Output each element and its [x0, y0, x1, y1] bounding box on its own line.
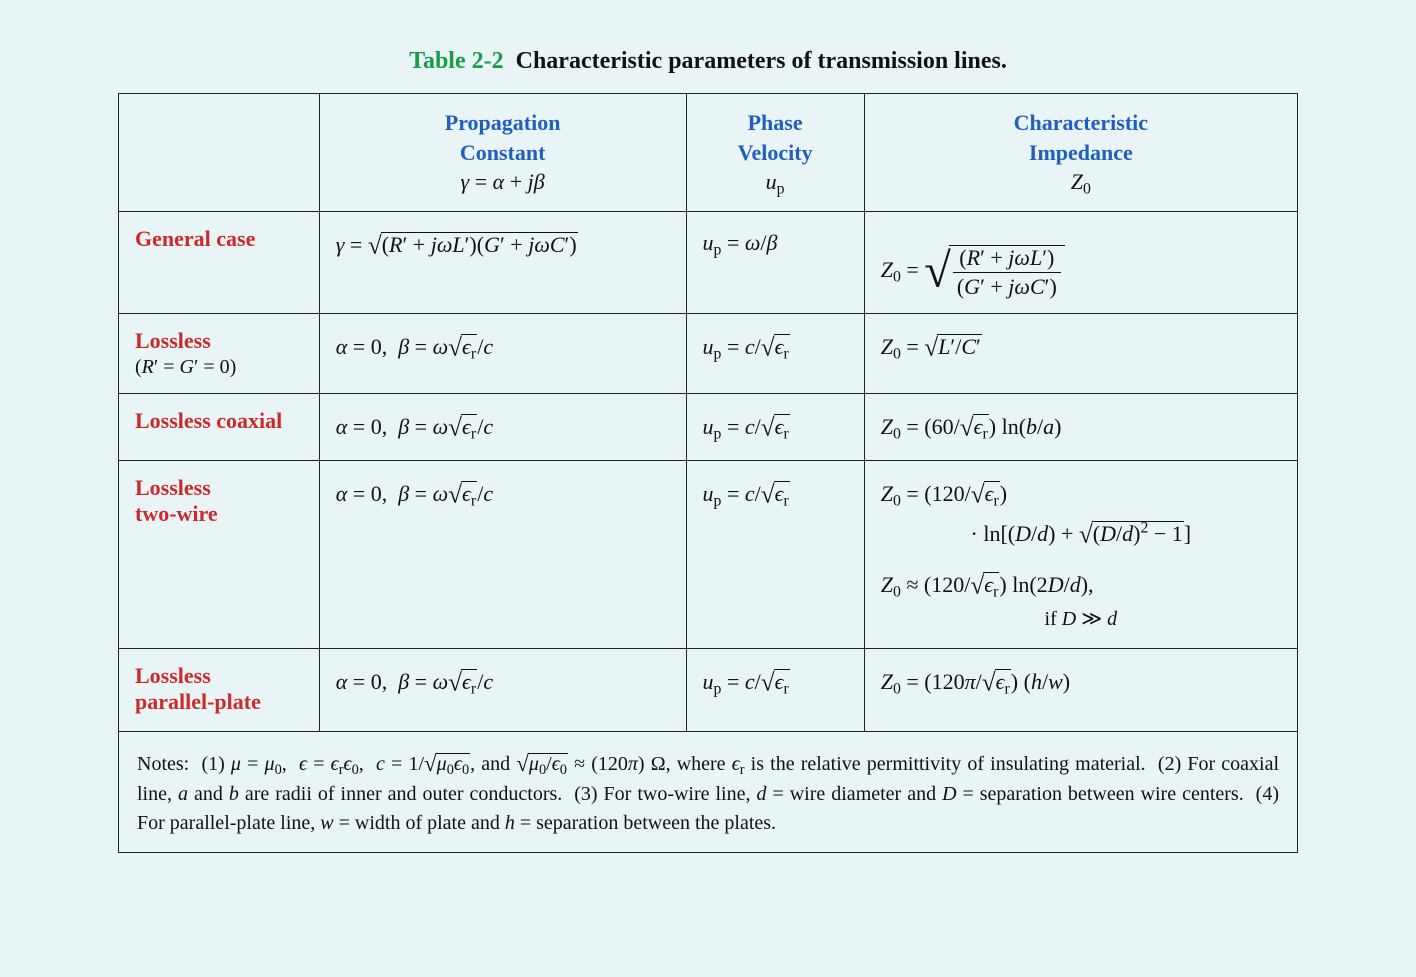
cell-impedance: Z0 = (60/√ϵr) ln(b/a): [864, 393, 1297, 460]
header-characteristic-impedance: CharacteristicImpedance Z0: [864, 94, 1297, 212]
row-label-lossless: Lossless (R′ = G′ = 0): [119, 313, 320, 393]
table-caption: Table 2-2 Characteristic parameters of t…: [0, 48, 1416, 75]
page: Table 2-2 Characteristic parameters of t…: [0, 0, 1416, 977]
header-phase-velocity: PhaseVelocity up: [686, 94, 864, 212]
cell-phase-velocity: up = ω/β: [686, 212, 864, 314]
cell-phase-velocity: up = c/√ϵr: [686, 649, 864, 732]
cell-impedance: Z0 = (120/√ϵr)· ln[(D/d) + √(D/d)2 − 1]Z…: [864, 460, 1297, 649]
row-label-general-case: General case: [119, 212, 320, 314]
cell-impedance: Z0 = √L′/C′: [864, 313, 1297, 393]
table-row: Losslessparallel-plate α = 0, β = ω√ϵr/c…: [119, 649, 1298, 732]
cell-propagation: γ = √(R′ + jωL′)(G′ + jωC′): [319, 212, 686, 314]
cell-propagation: α = 0, β = ω√ϵr/c: [319, 649, 686, 732]
cell-phase-velocity: up = c/√ϵr: [686, 460, 864, 649]
table-notes: Notes: (1) μ = μ0, ϵ = ϵrϵ0, c = 1/√μ0ϵ0…: [119, 732, 1298, 852]
header-symbol: Z0: [1071, 169, 1091, 194]
header-propagation-constant: PropagationConstant γ = α + jβ: [319, 94, 686, 212]
table-header: PropagationConstant γ = α + jβ PhaseVelo…: [119, 94, 1298, 212]
cell-impedance: Z0 = (120π/√ϵr) (h/w): [864, 649, 1297, 732]
row-label-text: Lossless: [135, 328, 211, 353]
cell-phase-velocity: up = c/√ϵr: [686, 393, 864, 460]
cell-propagation: α = 0, β = ω√ϵr/c: [319, 313, 686, 393]
header-name: PhaseVelocity: [738, 110, 813, 165]
row-label-text: General case: [135, 226, 255, 251]
table-footer: Notes: (1) μ = μ0, ϵ = ϵrϵ0, c = 1/√μ0ϵ0…: [119, 732, 1298, 852]
header-name: PropagationConstant: [445, 110, 561, 165]
cell-phase-velocity: up = c/√ϵr: [686, 313, 864, 393]
cell-impedance: Z0 = √(R′ + jωL′)(G′ + jωC′): [864, 212, 1297, 314]
row-label-text: Lossless coaxial: [135, 408, 282, 433]
row-label-text: Losslesstwo-wire: [135, 475, 218, 526]
header-symbol: up: [766, 169, 785, 194]
table-row: Lossless (R′ = G′ = 0) α = 0, β = ω√ϵr/c…: [119, 313, 1298, 393]
header-symbol: γ = α + jβ: [461, 169, 545, 194]
cell-propagation: α = 0, β = ω√ϵr/c: [319, 393, 686, 460]
table-number: Table 2-2: [409, 48, 503, 74]
header-blank: [119, 94, 320, 212]
transmission-line-parameters-table: PropagationConstant γ = α + jβ PhaseVelo…: [118, 93, 1298, 853]
cell-propagation: α = 0, β = ω√ϵr/c: [319, 460, 686, 649]
row-label-text: Losslessparallel-plate: [135, 663, 261, 714]
table-row: Losslesstwo-wire α = 0, β = ω√ϵr/c up = …: [119, 460, 1298, 649]
table-row: Lossless coaxial α = 0, β = ω√ϵr/c up = …: [119, 393, 1298, 460]
header-name: CharacteristicImpedance: [1014, 110, 1148, 165]
row-label-lossless-parallel-plate: Losslessparallel-plate: [119, 649, 320, 732]
row-label-lossless-two-wire: Losslesstwo-wire: [119, 460, 320, 649]
table-title: Characteristic parameters of transmissio…: [516, 48, 1007, 74]
table-row: General case γ = √(R′ + jωL′)(G′ + jωC′)…: [119, 212, 1298, 314]
table-body: General case γ = √(R′ + jωL′)(G′ + jωC′)…: [119, 212, 1298, 732]
row-label-lossless-coaxial: Lossless coaxial: [119, 393, 320, 460]
row-label-sub: (R′ = G′ = 0): [135, 356, 303, 379]
